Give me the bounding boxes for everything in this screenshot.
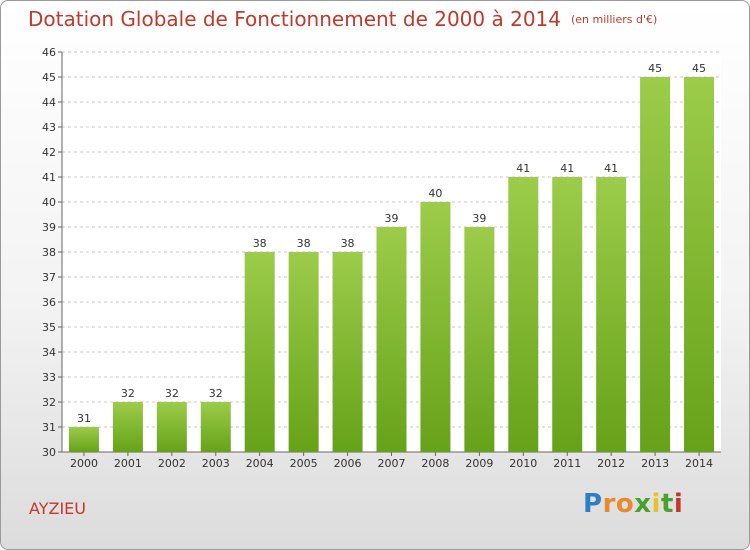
- bar-value-label: 31: [77, 412, 91, 425]
- y-tick-label: 36: [42, 296, 56, 309]
- bar-value-label: 40: [428, 187, 442, 200]
- x-tick-label: 2002: [158, 457, 186, 470]
- bar-value-label: 38: [341, 237, 355, 250]
- y-tick-label: 33: [42, 371, 56, 384]
- x-tick-label: 2006: [334, 457, 362, 470]
- y-tick-label: 31: [42, 421, 56, 434]
- bar: [288, 252, 319, 452]
- bar-value-label: 32: [165, 387, 179, 400]
- x-tick-label: 2005: [290, 457, 318, 470]
- logo-letter: i: [651, 489, 661, 519]
- bar: [112, 402, 143, 452]
- bar: [156, 402, 187, 452]
- x-tick-label: 2012: [597, 457, 625, 470]
- proxiti-logo: Proxiti: [583, 489, 683, 519]
- chart-title-text: Dotation Globale de Fonctionnement de 20…: [28, 7, 561, 31]
- chart-subtitle: (en milliers d'€): [571, 13, 658, 26]
- bar-value-label: 41: [604, 162, 618, 175]
- bar: [640, 77, 671, 452]
- y-tick-label: 43: [42, 121, 56, 134]
- x-tick-label: 2001: [114, 457, 142, 470]
- bar-value-label: 41: [516, 162, 530, 175]
- x-tick-label: 2013: [641, 457, 669, 470]
- bar: [464, 227, 495, 452]
- location-label: AYZIEU: [29, 499, 86, 518]
- bar-value-label: 32: [121, 387, 135, 400]
- x-tick-label: 2003: [202, 457, 230, 470]
- bar-value-label: 39: [472, 212, 486, 225]
- chart-title: Dotation Globale de Fonctionnement de 20…: [28, 7, 657, 31]
- x-tick-label: 2004: [246, 457, 274, 470]
- bar-value-label: 45: [692, 62, 706, 75]
- bar: [420, 202, 451, 452]
- y-tick-label: 37: [42, 271, 56, 284]
- logo-letter: t: [660, 489, 674, 519]
- y-tick-label: 39: [42, 221, 56, 234]
- x-tick-label: 2008: [421, 457, 449, 470]
- y-tick-label: 35: [42, 321, 56, 334]
- y-tick-label: 44: [42, 96, 56, 109]
- bar-value-label: 45: [648, 62, 662, 75]
- x-tick-label: 2010: [509, 457, 537, 470]
- bar-value-label: 39: [385, 212, 399, 225]
- y-tick-label: 45: [42, 71, 56, 84]
- x-tick-label: 2009: [465, 457, 493, 470]
- x-tick-label: 2014: [685, 457, 713, 470]
- bar: [596, 177, 627, 452]
- logo-letter: x: [634, 489, 652, 519]
- x-tick-label: 2000: [70, 457, 98, 470]
- y-tick-label: 46: [42, 46, 56, 59]
- bar-value-label: 41: [560, 162, 574, 175]
- y-tick-label: 34: [42, 346, 56, 359]
- y-tick-label: 40: [42, 196, 56, 209]
- logo-letter: P: [583, 489, 603, 519]
- bar: [68, 427, 99, 452]
- bar: [200, 402, 231, 452]
- bar: [508, 177, 539, 452]
- bar: [376, 227, 407, 452]
- x-tick-label: 2007: [378, 457, 406, 470]
- bar: [332, 252, 363, 452]
- y-tick-label: 42: [42, 146, 56, 159]
- logo-letter: o: [615, 489, 635, 519]
- bar: [244, 252, 275, 452]
- y-tick-label: 38: [42, 246, 56, 259]
- x-tick-label: 2011: [553, 457, 581, 470]
- y-tick-label: 41: [42, 171, 56, 184]
- logo-letter: r: [602, 489, 616, 519]
- y-tick-label: 32: [42, 396, 56, 409]
- y-tick-label: 30: [42, 446, 56, 459]
- bar-value-label: 32: [209, 387, 223, 400]
- bar-value-label: 38: [253, 237, 267, 250]
- bar-value-label: 38: [297, 237, 311, 250]
- logo-letter: i: [673, 489, 684, 519]
- bar: [552, 177, 583, 452]
- bar: [684, 77, 715, 452]
